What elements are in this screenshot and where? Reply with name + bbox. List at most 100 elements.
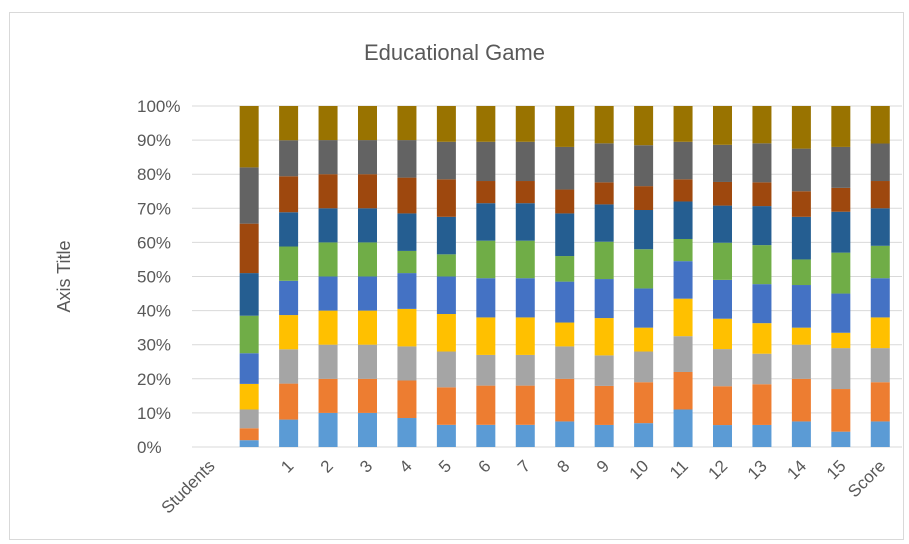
bar-segment — [634, 106, 654, 146]
bar-segment — [239, 223, 259, 274]
bar-segment — [673, 141, 693, 180]
bar-segment — [594, 241, 614, 280]
bar-segment — [634, 249, 654, 289]
bar-segment — [752, 323, 772, 354]
bar-segment — [791, 191, 811, 217]
bar-segment — [318, 174, 338, 209]
bar-segment — [397, 250, 417, 274]
bar-segment — [436, 141, 456, 180]
bar-segment — [870, 317, 890, 349]
bar-segment — [673, 261, 693, 299]
bar-segment — [831, 348, 851, 390]
bar-segment — [791, 285, 811, 328]
bar-segment — [752, 245, 772, 285]
bar-segment — [791, 421, 811, 447]
bar-segment — [279, 419, 299, 447]
bar-segment — [713, 425, 732, 447]
bar-segment — [752, 384, 772, 425]
bar-segment — [397, 418, 417, 447]
y-tick-label: 60% — [137, 233, 171, 252]
bar-segment — [713, 181, 732, 206]
bar-segment — [239, 409, 259, 429]
bar-segment — [515, 317, 535, 355]
bar-segment — [476, 106, 496, 142]
bar-segment — [594, 279, 614, 319]
bar-segment — [713, 205, 732, 243]
y-tick-label: 30% — [137, 336, 171, 355]
bar-segment — [239, 106, 259, 168]
bar-segment — [358, 242, 377, 277]
x-tick-label: 9 — [593, 456, 613, 476]
bar-segment — [752, 106, 772, 144]
bar-segment — [713, 349, 732, 387]
bar-segment — [515, 106, 535, 142]
bar-segment — [318, 378, 338, 413]
y-axis-title: Axis Title — [54, 240, 74, 312]
bar-segment — [594, 424, 614, 447]
y-tick-labels: 0% 10% 20% 30% 40% 50% 60% 70% 80% 90% 100% — [137, 97, 180, 457]
bar-segment — [476, 141, 496, 182]
bar-segment — [515, 424, 535, 447]
bar-segment — [318, 310, 338, 345]
bar-segment — [634, 327, 654, 352]
bar-segment — [791, 106, 811, 149]
bar-segment — [673, 409, 693, 447]
x-tick-label: 8 — [553, 456, 573, 476]
x-tick-label: 3 — [356, 456, 376, 476]
bar-segment — [791, 148, 811, 192]
bar-segment — [673, 298, 693, 337]
bar-segment — [831, 252, 851, 294]
y-tick-label: 80% — [137, 165, 171, 184]
bar-segment — [594, 106, 614, 144]
bar-segment — [555, 281, 575, 323]
bar-segment — [397, 346, 417, 381]
x-tick-label: 13 — [744, 456, 771, 483]
bar-segment — [870, 143, 890, 182]
bar-segment — [318, 344, 338, 379]
bar-segment — [673, 179, 693, 202]
bar-segment — [870, 348, 890, 383]
bar-segment — [594, 182, 614, 205]
bar-segment — [870, 106, 890, 144]
bar-segment — [476, 317, 496, 355]
bar-segment — [555, 106, 575, 147]
bar-segment — [476, 181, 496, 204]
bar-segment — [831, 293, 851, 333]
y-tick-label: 90% — [137, 131, 171, 150]
x-tick-label: 15 — [823, 456, 850, 483]
bar-segment — [831, 431, 851, 447]
bar-segment — [555, 189, 575, 214]
x-tick-label: 10 — [626, 456, 653, 483]
y-tick-label: 20% — [137, 370, 171, 389]
bar-segment — [358, 140, 377, 175]
bar-segment — [831, 211, 851, 253]
x-tick-label: 4 — [396, 456, 416, 476]
bar-segment — [476, 385, 496, 425]
bar-segment — [476, 203, 496, 241]
bar-segment — [713, 106, 732, 145]
bar-segment — [713, 318, 732, 350]
bar-segment — [436, 387, 456, 425]
bar-segment — [634, 423, 654, 447]
gridlines — [192, 105, 902, 448]
bar-segment — [436, 276, 456, 315]
x-tick-label: 7 — [514, 456, 534, 476]
bar-segment — [634, 210, 654, 250]
bar-segment — [515, 240, 535, 279]
bar-segment — [831, 146, 851, 188]
bar-segment — [279, 280, 299, 316]
bar-segment — [239, 273, 259, 316]
bar-segment — [358, 208, 377, 243]
bar-segment — [752, 206, 772, 246]
bar-segment — [713, 386, 732, 426]
bar-segment — [358, 106, 377, 141]
bar-segment — [555, 146, 575, 190]
bar-segment — [358, 378, 377, 413]
bar-segment — [752, 284, 772, 324]
bar-segment — [634, 351, 654, 383]
bar-segment — [239, 167, 259, 224]
bars — [239, 106, 890, 447]
bar-segment — [358, 276, 377, 311]
